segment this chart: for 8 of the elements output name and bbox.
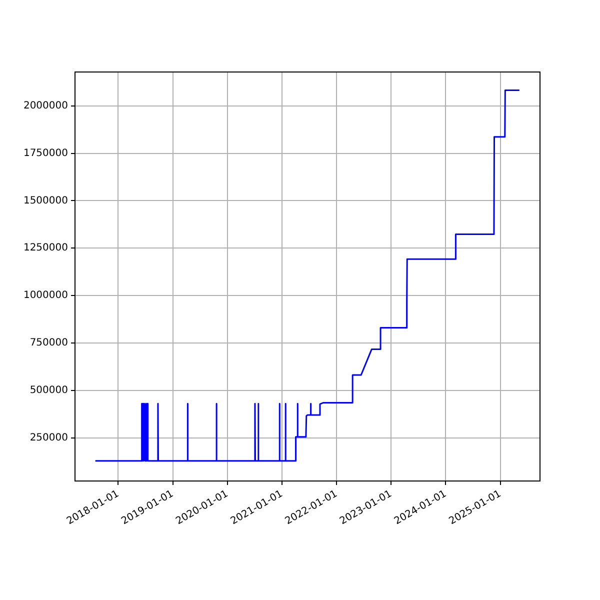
y-tick-label: 250000	[30, 432, 68, 444]
y-tick-label: 1750000	[23, 148, 68, 159]
y-tick-label: 2000000	[23, 100, 68, 112]
y-tick-label: 1250000	[23, 242, 68, 254]
y-tick-label: 1000000	[23, 290, 68, 302]
y-tick-label: 750000	[30, 338, 68, 349]
y-tick-label: 1500000	[23, 195, 68, 206]
y-tick-label: 500000	[30, 384, 68, 396]
